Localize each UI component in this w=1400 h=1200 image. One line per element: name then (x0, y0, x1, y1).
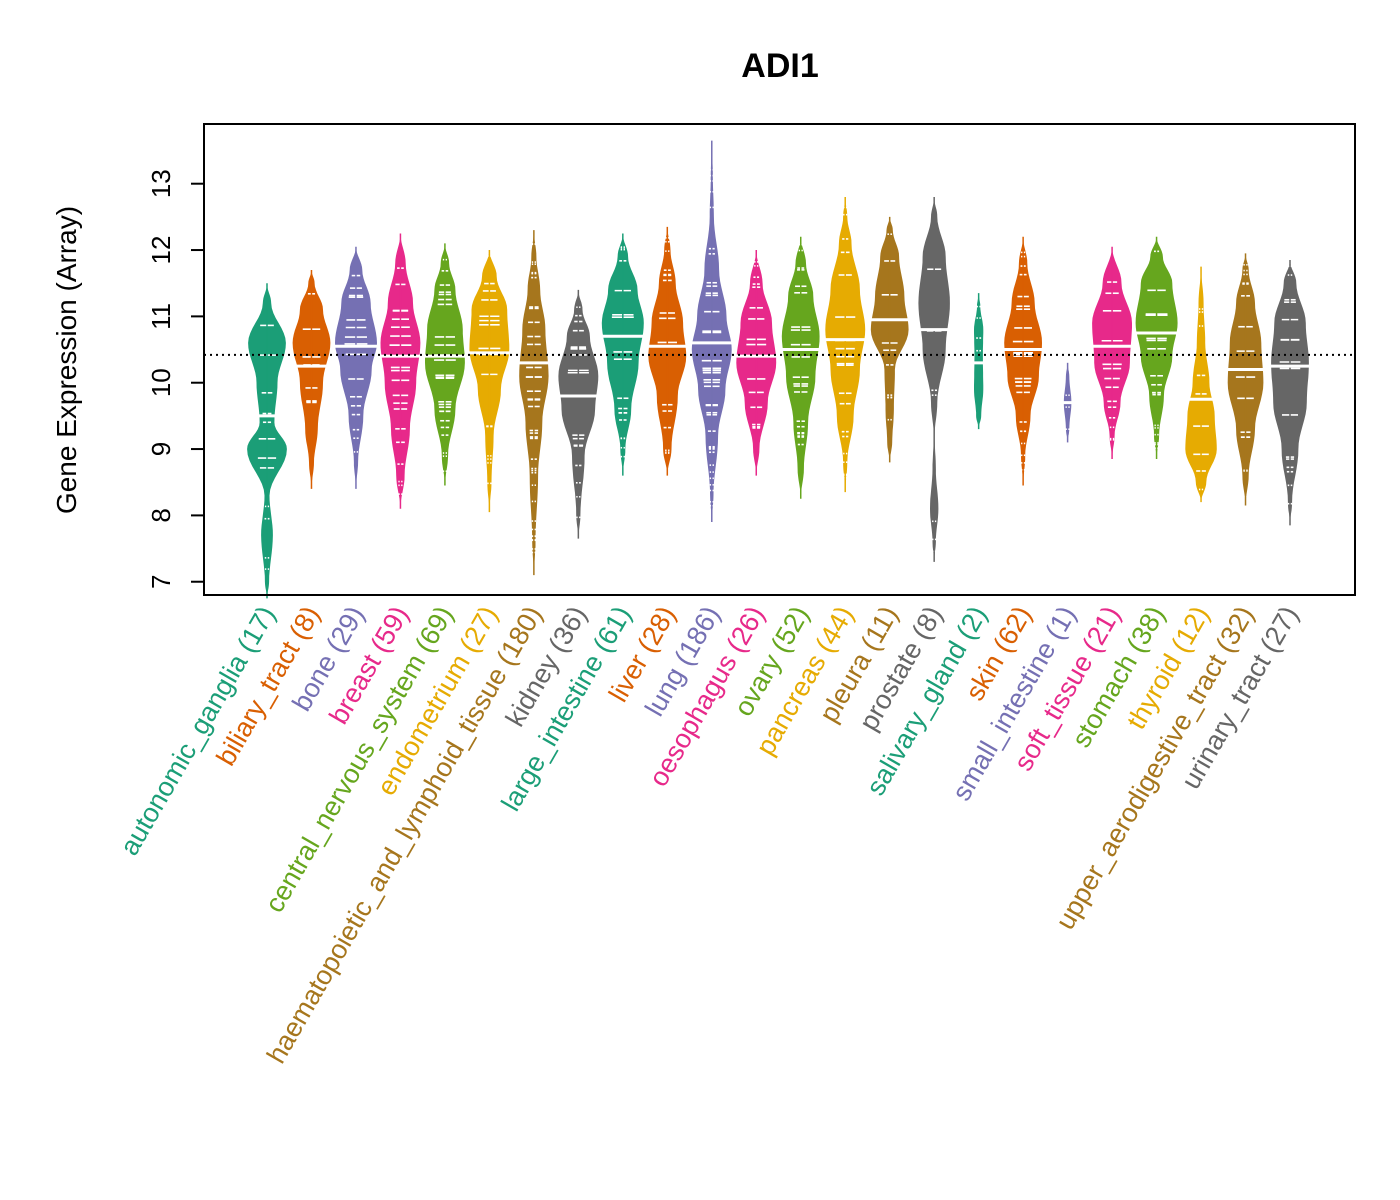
plot-frame (203, 123, 1356, 596)
y-tick-label: 10 (146, 368, 176, 397)
bean-prostate (917, 196, 951, 562)
bean-biliary_tract (292, 269, 331, 489)
y-tick-label: 7 (146, 574, 176, 588)
bean-upper_aerodigestive_tract (1225, 253, 1266, 506)
beans-layer (247, 140, 1312, 599)
bean-thyroid (1185, 266, 1217, 503)
y-tick-label: 8 (146, 508, 176, 522)
bean-kidney (557, 289, 600, 539)
bean-lung (689, 140, 734, 523)
y-tick-label: 11 (146, 303, 176, 330)
bean-liver (646, 226, 689, 476)
bean-oesophagus (734, 250, 779, 476)
bean-central_nervous_system (422, 243, 468, 486)
chart-title: ADI1 (741, 47, 818, 85)
y-axis-label: Gene Expression (Array) (51, 206, 82, 514)
x-axis-labels: autonomic_ganglia (17)biliary_tract (8)b… (114, 601, 1304, 1068)
y-tick-label: 13 (146, 169, 176, 198)
bean-skin (1001, 236, 1045, 486)
bean-stomach (1134, 236, 1179, 460)
bean-small_intestine (1058, 362, 1077, 443)
bean-autonomic_ganglia (247, 283, 287, 599)
bean-soft_tissue (1090, 246, 1134, 460)
bean-bone (332, 246, 380, 489)
bean-urinary_tract (1268, 259, 1312, 526)
bean-large_intestine (600, 233, 646, 476)
bean-pleura (869, 216, 911, 463)
bean-endometrium (467, 250, 512, 513)
bean-pancreas (823, 196, 867, 493)
y-tick-label: 12 (146, 236, 176, 265)
y-tick-label: 9 (146, 442, 176, 456)
bean-salivary_gland (969, 293, 988, 430)
bean-haematopoietic_and_lymphoid_tissue (517, 230, 551, 576)
bean-breast (378, 233, 422, 509)
bean-ovary (780, 236, 822, 499)
y-axis: 7 8 9 10 11 12 13 (146, 169, 204, 589)
